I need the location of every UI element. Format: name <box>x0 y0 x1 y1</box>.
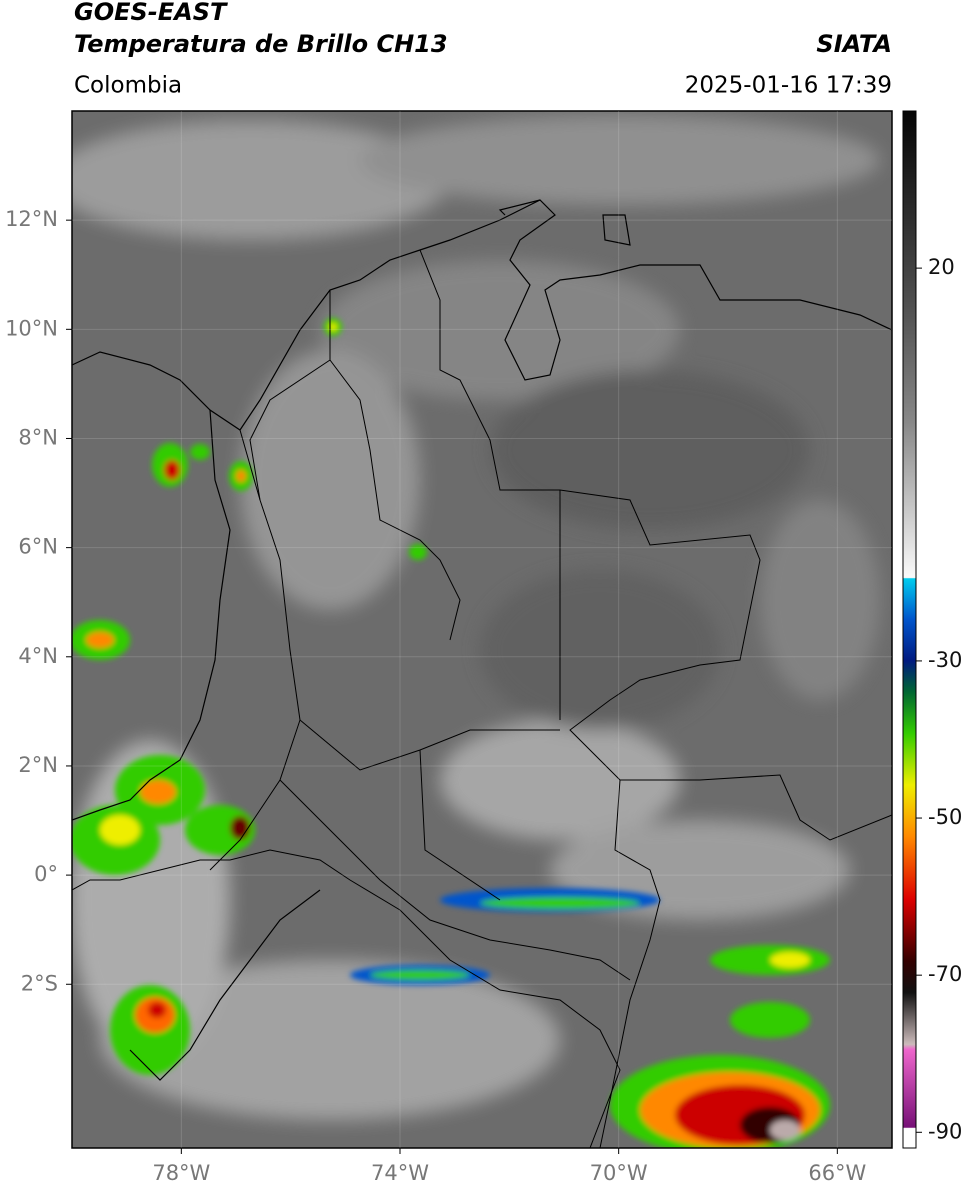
subtitle: Temperatura de Brillo CH13 <box>74 30 448 58</box>
satellite-image <box>72 111 892 1148</box>
y-tick-label: 12°N <box>5 207 58 231</box>
y-tick-label: 4°N <box>18 644 58 668</box>
colorbar-tick-label: -30 <box>928 648 962 672</box>
y-tick-label: 2°N <box>18 753 58 777</box>
x-tick-label: 78°W <box>152 1161 210 1185</box>
x-tick-label: 70°W <box>590 1161 648 1185</box>
y-tick-label: 10°N <box>5 316 58 340</box>
source: SIATA <box>816 30 892 58</box>
colorbar-tick-label: 20 <box>928 255 955 279</box>
y-tick-label: 6°N <box>18 535 58 559</box>
map-frame <box>71 110 893 1149</box>
region: Colombia <box>74 73 182 99</box>
y-tick-label: 8°N <box>18 425 58 449</box>
y-tick-label: 2°S <box>21 971 58 995</box>
title: GOES-EAST <box>74 0 228 26</box>
colorbar <box>902 110 917 1149</box>
colorbar-tick-label: -90 <box>928 1119 962 1143</box>
x-tick-label: 66°W <box>808 1161 866 1185</box>
colorbar-tick-label: -70 <box>928 962 962 986</box>
colorbar-tick-label: -50 <box>928 805 962 829</box>
x-tick-label: 74°W <box>371 1161 429 1185</box>
timestamp: 2025-01-16 17:39 <box>685 73 892 99</box>
y-tick-label: 0° <box>34 862 58 886</box>
